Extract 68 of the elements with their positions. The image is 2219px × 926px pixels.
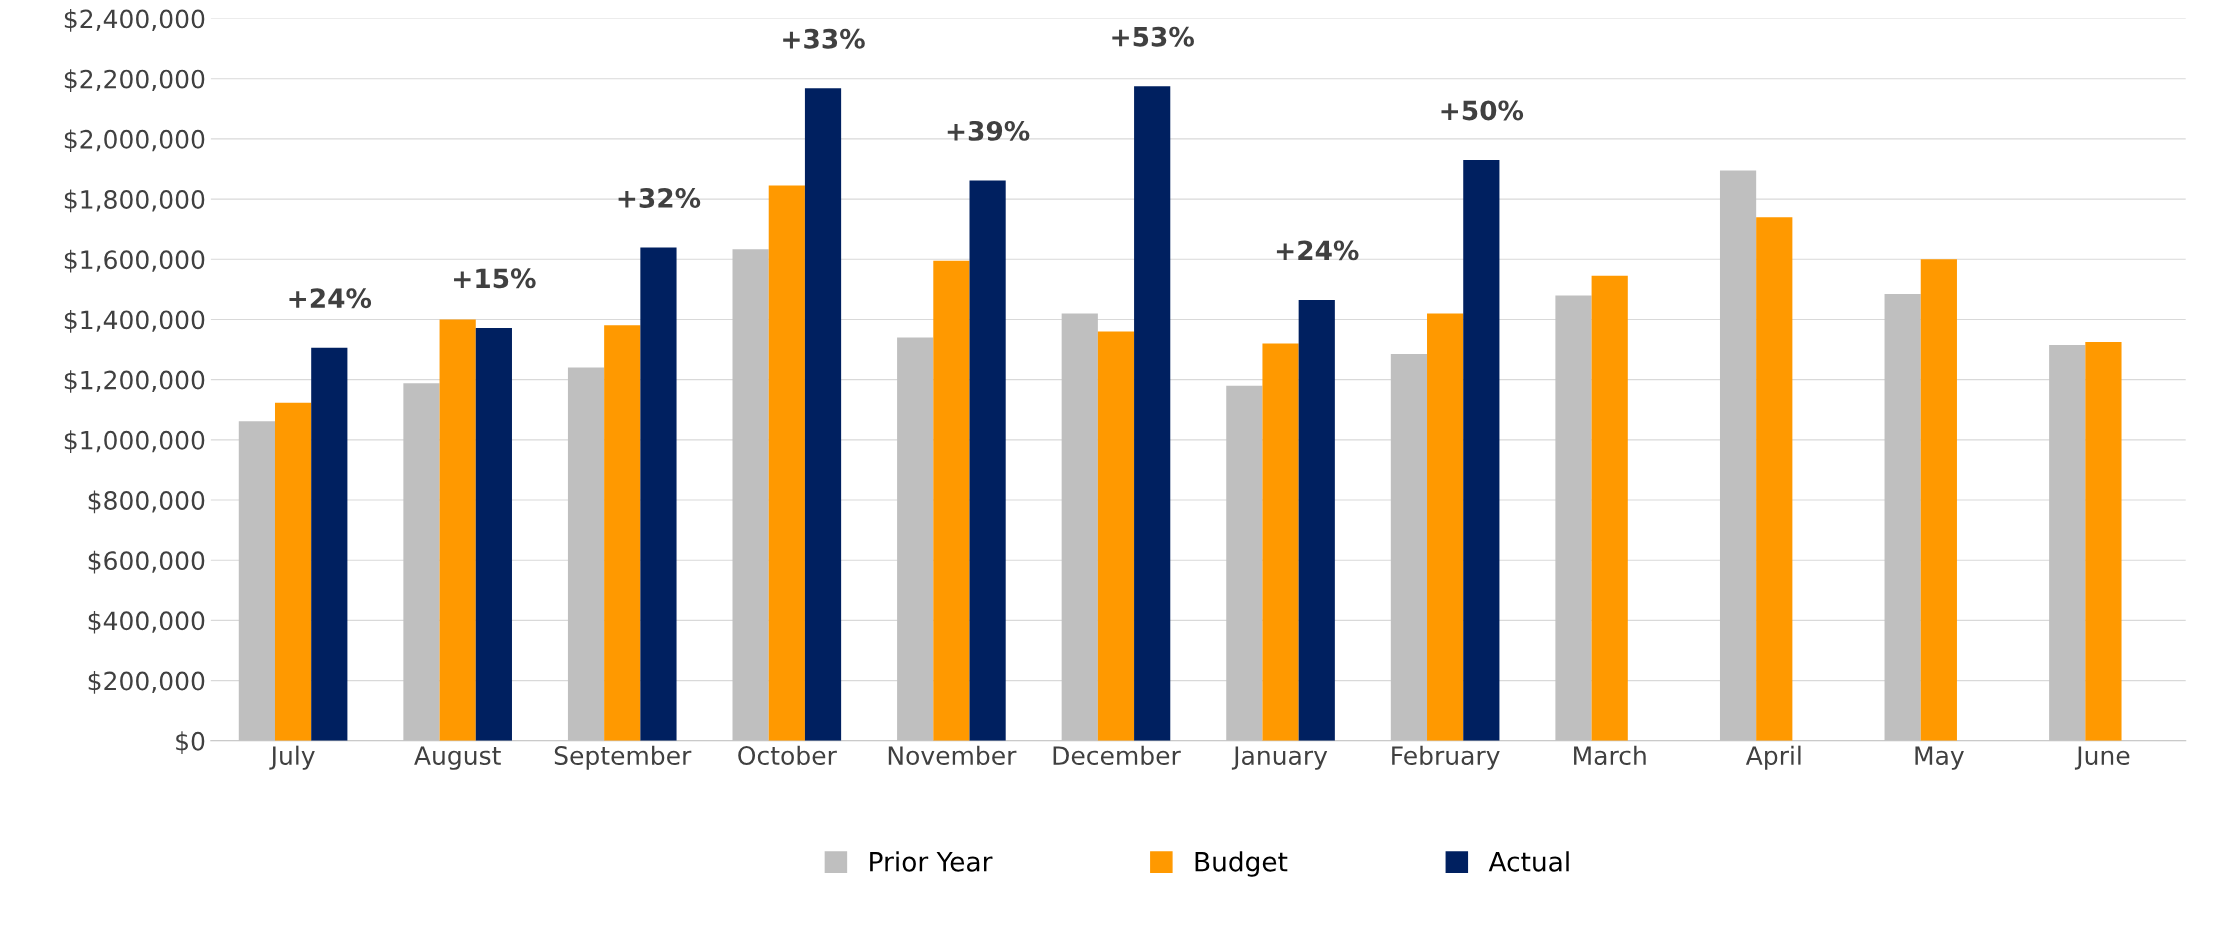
- annotation: +24%: [1276, 240, 1359, 261]
- bar: [1555, 295, 1592, 741]
- annotation: +39%: [947, 120, 1030, 141]
- x-tick-label: August: [414, 746, 501, 770]
- x-tick-label: July: [269, 745, 315, 770]
- annotation: +32%: [618, 188, 701, 208]
- y-tick-label: $400,000: [88, 610, 205, 634]
- y-tick-label: $0: [176, 731, 205, 754]
- bar: [2049, 345, 2086, 741]
- annotation: +15%: [454, 268, 536, 289]
- bar: [1097, 331, 1135, 741]
- y-tick-label: $1,200,000: [64, 370, 205, 393]
- bar: [1920, 259, 1957, 741]
- bar: [403, 383, 440, 741]
- x-tick-label: October: [738, 745, 837, 766]
- bar: [933, 260, 970, 741]
- legend-label: Prior Year: [870, 851, 993, 872]
- bar: [1226, 385, 1263, 741]
- annotation: +53%: [1112, 26, 1194, 47]
- bar: [640, 247, 677, 741]
- annotation: +24%: [289, 288, 372, 309]
- bar: [1463, 159, 1500, 741]
- bar: [897, 337, 934, 741]
- bar: [1134, 86, 1171, 741]
- x-tick-label: March: [1574, 745, 1646, 766]
- y-tick-label: $2,200,000: [64, 69, 205, 92]
- y-tick-label: $1,600,000: [64, 249, 205, 273]
- bar: [1061, 313, 1098, 741]
- legend-label: Budget: [1195, 851, 1288, 877]
- bar: [1756, 217, 1793, 741]
- x-tick-label: December: [1053, 745, 1181, 766]
- y-tick-label: $2,000,000: [64, 129, 205, 153]
- x-tick-label: February: [1392, 745, 1500, 770]
- y-tick-label: $1,400,000: [64, 309, 205, 333]
- bar: [475, 327, 512, 741]
- bar: [732, 249, 769, 741]
- bar: [804, 88, 842, 741]
- y-tick-label: $1,000,000: [64, 430, 205, 454]
- bar: [1719, 170, 1757, 741]
- bar: [1298, 299, 1335, 741]
- x-tick-label: September: [554, 745, 692, 770]
- bar: [2085, 342, 2122, 741]
- annotation: +33%: [783, 28, 865, 49]
- y-tick-label: $800,000: [88, 490, 205, 514]
- x-tick-label: January: [1231, 746, 1328, 770]
- bar: [1390, 354, 1428, 741]
- bar: [604, 325, 641, 741]
- bar: [1427, 313, 1464, 741]
- x-tick-label: June: [2074, 746, 2130, 770]
- y-tick-label: $200,000: [88, 671, 205, 694]
- bar: [969, 180, 1006, 741]
- x-tick-label: May: [1915, 746, 1964, 770]
- bar: [1262, 343, 1299, 741]
- legend-label: Actual: [1488, 851, 1569, 872]
- x-tick-label: November: [888, 745, 1017, 766]
- bar: [567, 367, 605, 741]
- bar: [311, 347, 348, 741]
- annotation: +50%: [1441, 100, 1524, 121]
- x-tick-label: April: [1745, 745, 1801, 770]
- bar: [439, 319, 476, 741]
- bar: [768, 185, 805, 741]
- y-tick-label: $1,800,000: [64, 189, 205, 213]
- y-tick-label: $600,000: [88, 550, 205, 574]
- bar: [238, 421, 275, 741]
- bar: [1591, 275, 1628, 741]
- bar: [1884, 293, 1921, 741]
- y-tick-label: $2,400,000: [64, 9, 205, 32]
- bar: [274, 402, 312, 741]
